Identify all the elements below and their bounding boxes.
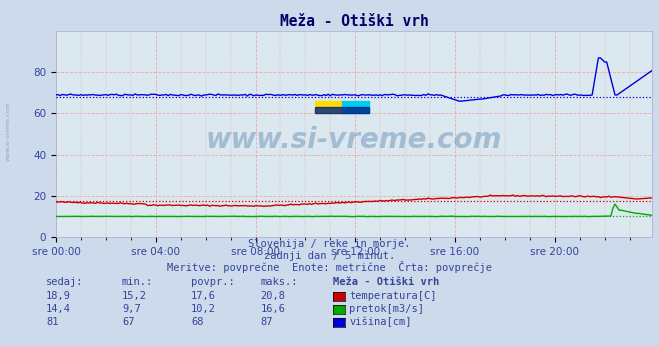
Text: 16,6: 16,6 (260, 304, 285, 314)
Text: www.si-vreme.com: www.si-vreme.com (5, 102, 11, 161)
Text: 20,8: 20,8 (260, 291, 285, 301)
Text: sedaj:: sedaj: (46, 277, 84, 288)
Text: maks.:: maks.: (260, 277, 298, 288)
Text: min.:: min.: (122, 277, 153, 288)
Text: 10,2: 10,2 (191, 304, 216, 314)
Bar (342, 101, 369, 113)
Text: www.si-vreme.com: www.si-vreme.com (206, 126, 502, 154)
Text: 87: 87 (260, 317, 273, 327)
Text: višina[cm]: višina[cm] (349, 317, 412, 327)
Text: 17,6: 17,6 (191, 291, 216, 301)
Text: zadnji dan / 5 minut.: zadnji dan / 5 minut. (264, 251, 395, 261)
Text: 15,2: 15,2 (122, 291, 147, 301)
Text: 14,4: 14,4 (46, 304, 71, 314)
Text: Meža - Otiški vrh: Meža - Otiški vrh (333, 277, 439, 288)
Text: Slovenija / reke in morje.: Slovenija / reke in morje. (248, 239, 411, 249)
Bar (316, 107, 369, 113)
Text: 81: 81 (46, 317, 59, 327)
Text: Meritve: povprečne  Enote: metrične  Črta: povprečje: Meritve: povprečne Enote: metrične Črta:… (167, 261, 492, 273)
Text: 9,7: 9,7 (122, 304, 140, 314)
Text: povpr.:: povpr.: (191, 277, 235, 288)
Text: 68: 68 (191, 317, 204, 327)
Text: temperatura[C]: temperatura[C] (349, 291, 437, 301)
Bar (316, 101, 342, 113)
Text: 18,9: 18,9 (46, 291, 71, 301)
Title: Meža - Otiški vrh: Meža - Otiški vrh (280, 13, 428, 29)
Text: 67: 67 (122, 317, 134, 327)
Text: pretok[m3/s]: pretok[m3/s] (349, 304, 424, 314)
